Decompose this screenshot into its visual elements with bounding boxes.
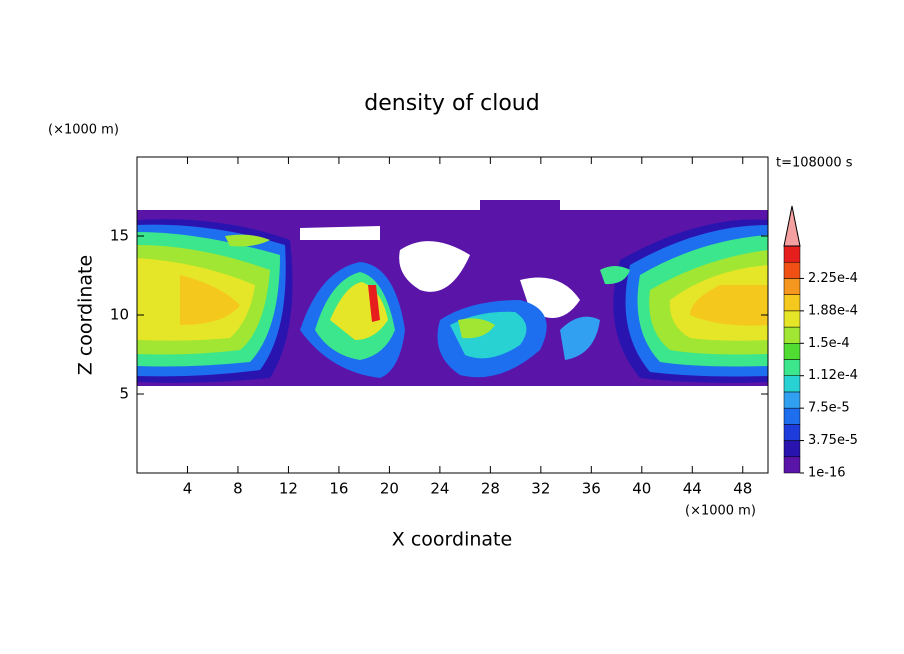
y-unit: (×1000 m) (48, 123, 119, 138)
chart-title: density of cloud (364, 91, 539, 116)
colorbar-band (783, 407, 801, 425)
x-tick-label: 20 (380, 480, 399, 498)
x-tick-label: 16 (329, 480, 348, 498)
x-tick-label: 32 (531, 480, 550, 498)
x-tick-label: 36 (582, 480, 601, 498)
colorbar: 1e-16 3.75e-5 7.5e-5 1.12e-4 1.5e-4 1.88e-4 2.… (783, 205, 858, 481)
colorbar-tick-label: 1.5e-4 (808, 336, 850, 351)
colorbar-band (783, 359, 801, 376)
x-tick-label: 12 (279, 480, 298, 498)
x-tick-label: 40 (632, 480, 651, 498)
colorbar-band (783, 278, 801, 295)
colorbar-band (783, 391, 801, 409)
x-tick-label: 28 (481, 480, 500, 498)
colorbar-band (783, 294, 801, 312)
time-label: t=108000 s (776, 156, 853, 171)
colorbar-band (783, 261, 801, 279)
colorbar-extend (783, 205, 801, 247)
colorbar-band (783, 245, 801, 263)
colorbar-band (783, 456, 801, 474)
x-tick-label: 8 (233, 480, 243, 498)
colorbar-tick-label: 2.25e-4 (808, 271, 858, 286)
colorbar-band (783, 310, 801, 328)
x-tick-label: 44 (683, 480, 702, 498)
x-unit: (×1000 m) (685, 504, 756, 519)
colorbar-tick-label: 3.75e-5 (808, 433, 858, 448)
x-tick-label: 24 (430, 480, 449, 498)
colorbar-band (783, 343, 801, 360)
colorbar-band (783, 440, 801, 458)
x-tick-label: 48 (733, 480, 752, 498)
y-tick-label: 5 (119, 385, 129, 403)
x-axis-title: X coordinate (392, 529, 512, 551)
colorbar-tick-label: 7.5e-5 (808, 401, 850, 416)
colorbar-tick-label: 1e-16 (808, 466, 846, 481)
x-tick-label: 4 (183, 480, 193, 498)
contour-field (137, 200, 768, 386)
colorbar-tick-label: 1.88e-4 (808, 303, 858, 318)
y-axis-title: Z coordinate (75, 255, 97, 375)
colorbar-tick-label: 1.12e-4 (808, 368, 858, 383)
colorbar-band (783, 424, 801, 441)
y-tick-label: 15 (110, 227, 129, 245)
y-tick-label: 10 (110, 306, 129, 324)
colorbar-band (783, 326, 801, 344)
colorbar-band (783, 375, 801, 393)
